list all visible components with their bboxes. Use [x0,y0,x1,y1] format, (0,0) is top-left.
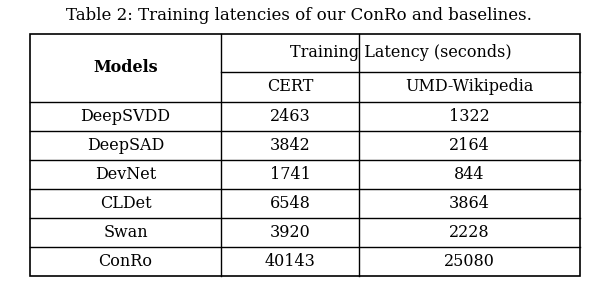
Text: CLDet: CLDet [100,195,151,212]
Text: 1741: 1741 [270,166,310,183]
Text: 3864: 3864 [449,195,490,212]
Text: 1322: 1322 [449,108,490,125]
Text: 40143: 40143 [264,253,316,270]
Text: ConRo: ConRo [99,253,152,270]
Text: 25080: 25080 [444,253,495,270]
Text: 2164: 2164 [449,137,490,154]
Text: Training Latency (seconds): Training Latency (seconds) [290,44,511,61]
Text: DeepSVDD: DeepSVDD [81,108,170,125]
Text: 2463: 2463 [270,108,310,125]
Text: DevNet: DevNet [95,166,156,183]
Text: DeepSAD: DeepSAD [87,137,164,154]
Text: Table 2: Training latencies of our ConRo and baselines.: Table 2: Training latencies of our ConRo… [66,7,532,24]
Text: Swan: Swan [103,224,148,241]
Text: UMD-Wikipedia: UMD-Wikipedia [405,78,533,95]
Text: 3920: 3920 [270,224,310,241]
Text: 6548: 6548 [270,195,310,212]
Text: CERT: CERT [267,78,313,95]
Text: 844: 844 [454,166,485,183]
Text: Models: Models [93,59,158,76]
Text: 2228: 2228 [449,224,490,241]
Text: 3842: 3842 [270,137,310,154]
